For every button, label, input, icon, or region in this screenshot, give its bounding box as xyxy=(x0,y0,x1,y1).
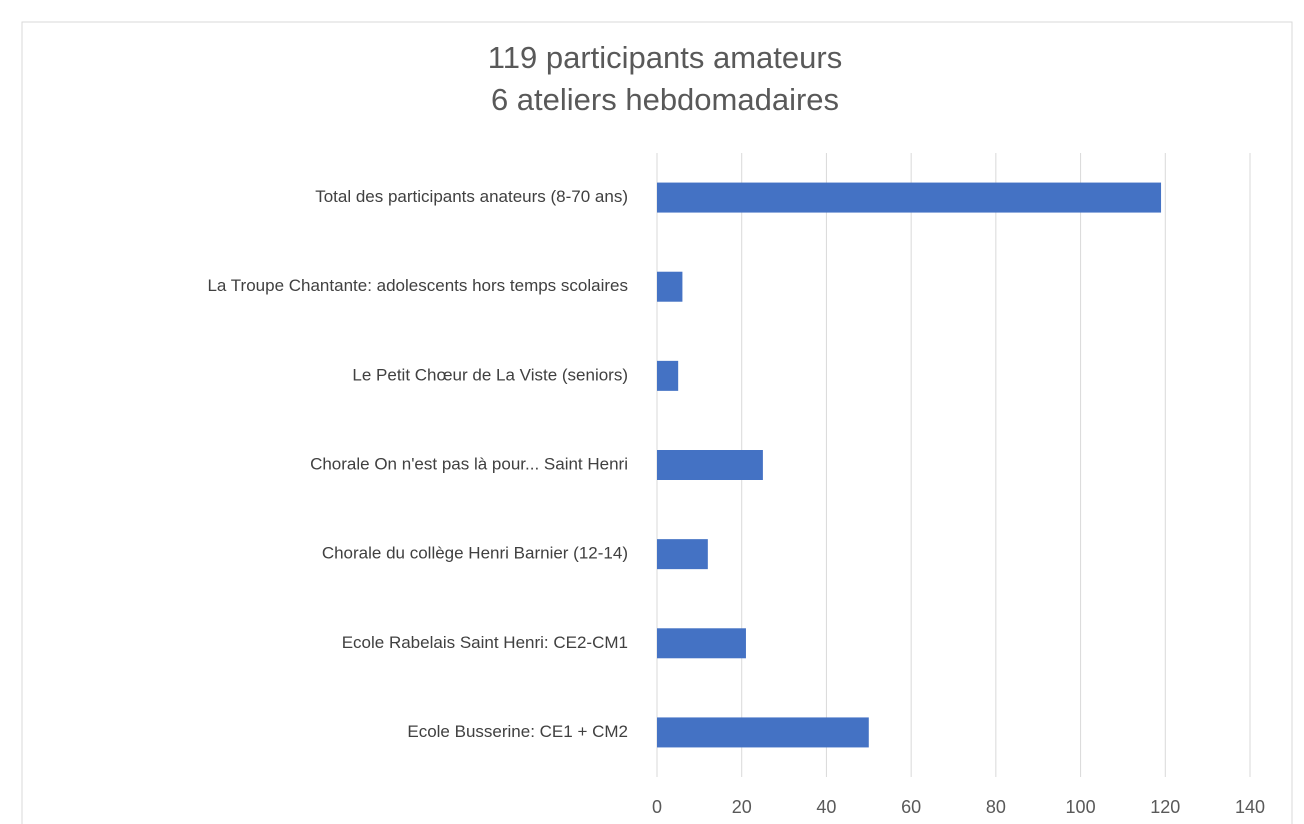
bar xyxy=(657,271,683,302)
chart-title: 119 participants amateurs xyxy=(488,40,842,75)
y-tick-label: Le Petit Chœur de La Viste (seniors) xyxy=(352,365,628,384)
x-tick-label: 100 xyxy=(1066,797,1096,817)
y-tick-label: Chorale du collège Henri Barnier (12-14) xyxy=(322,544,628,563)
y-tick-label: Chorale On n'est pas là pour... Saint He… xyxy=(310,454,628,473)
bar xyxy=(657,450,763,480)
bar xyxy=(657,628,746,659)
y-tick-label: La Troupe Chantante: adolescents hors te… xyxy=(207,276,628,295)
bar xyxy=(657,360,679,391)
x-tick-label: 40 xyxy=(816,797,836,817)
bar xyxy=(657,717,869,748)
y-tick-label: Ecole Rabelais Saint Henri: CE2-CM1 xyxy=(342,633,628,652)
x-tick-label: 60 xyxy=(901,797,921,817)
x-tick-label: 140 xyxy=(1235,797,1265,817)
chart-subtitle: 6 ateliers hebdomadaires xyxy=(491,82,839,117)
bar xyxy=(657,539,708,570)
x-tick-label: 20 xyxy=(732,797,752,817)
x-tick-label: 80 xyxy=(986,797,1006,817)
y-tick-label: Ecole Busserine: CE1 + CM2 xyxy=(407,722,628,741)
x-tick-label: 120 xyxy=(1150,797,1180,817)
x-tick-label: 0 xyxy=(652,797,662,817)
bar xyxy=(657,182,1162,213)
y-tick-label: Total des participants anateurs (8-70 an… xyxy=(315,187,628,206)
